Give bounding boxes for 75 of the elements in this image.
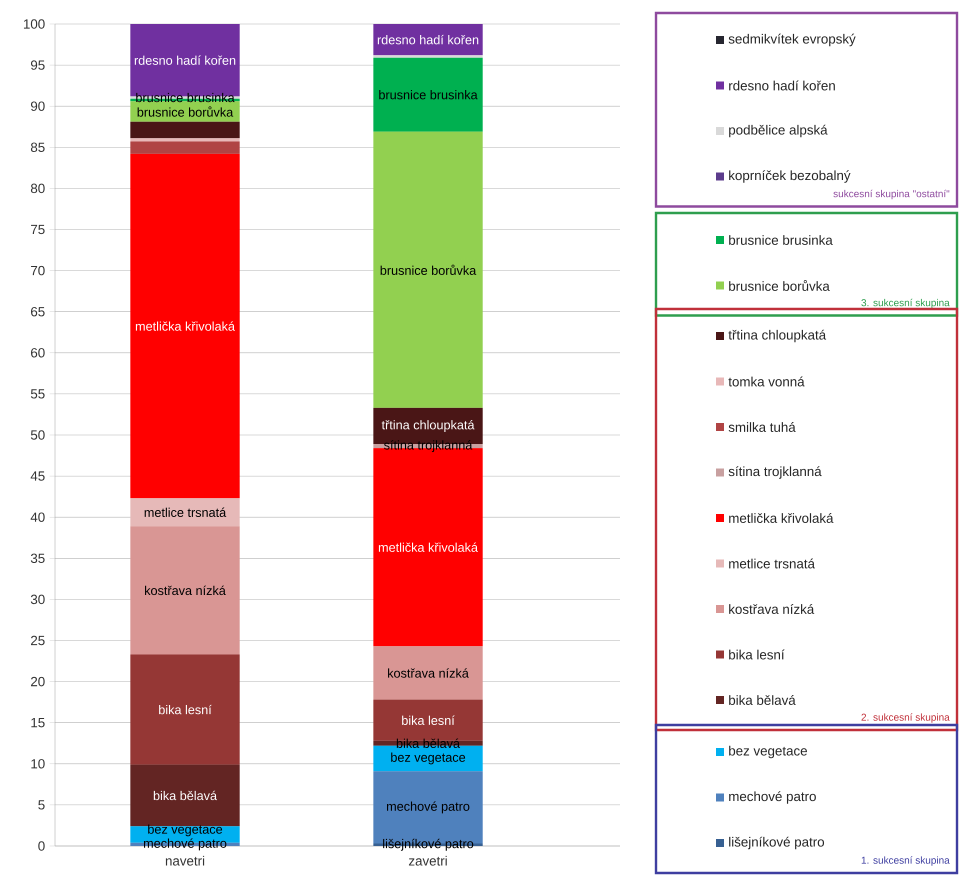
y-tick-label: 85: [30, 142, 45, 152]
data-label: metlička křivolaká: [136, 321, 235, 331]
data-label: rdesno hadí kořen: [378, 34, 478, 44]
y-tick-label: 5: [38, 800, 45, 810]
legend-label: tomka vonná: [728, 376, 805, 386]
data-label: kostřava nízká: [145, 586, 226, 596]
x-tick-label: zavetri: [408, 856, 447, 866]
legend-label: podbělice alpská: [729, 124, 828, 138]
y-tick-label: 50: [30, 430, 45, 440]
bar: [130, 154, 240, 498]
bar: [130, 764, 240, 826]
y-tick-label: 0: [38, 841, 45, 851]
data-label: brusnice borůvka: [380, 264, 476, 275]
data-label: bez vegetace: [391, 752, 466, 764]
y-tick-label: 60: [31, 348, 45, 358]
legend-label: metlička křivolaká: [729, 513, 834, 523]
legend-label: rdesno hadí kořen: [729, 80, 835, 90]
data-label: brusnice brusinka: [379, 90, 478, 100]
y-tick-label: 95: [30, 60, 45, 70]
legend-label: třtina chloupkatá: [728, 330, 826, 342]
data-label: mechové patro: [386, 801, 470, 814]
bar: [130, 498, 240, 526]
y-tick-label: 20: [31, 676, 45, 686]
legend-label: sedmikvítek evropský: [728, 34, 856, 46]
y-tick-label: 75: [31, 224, 45, 234]
legend-label: kostřava nízká: [729, 604, 814, 614]
data-label: třtina chloupkatá: [382, 420, 474, 432]
y-tick-label: 70: [31, 266, 45, 276]
legend-label: bez vegetace: [729, 746, 807, 758]
legend-label: bika bělavá: [729, 695, 796, 705]
y-tick-label: 10: [31, 759, 45, 769]
y-tick-label: 90: [30, 101, 45, 111]
legend-label: mechové patro: [729, 791, 816, 804]
data-label: metlice trsnatá: [144, 508, 226, 517]
data-label: bika lesní: [159, 704, 212, 714]
bar: [373, 132, 483, 408]
y-tick-label: 100: [24, 19, 45, 29]
data-label: bika lesní: [402, 716, 455, 725]
y-tick-label: 55: [30, 389, 45, 399]
legend-label: brusnice brusinka: [729, 235, 833, 245]
legend-label: metlice trsnatá: [729, 558, 815, 568]
y-tick-label: 35: [30, 554, 45, 564]
y-tick-label: 80: [30, 184, 45, 194]
y-tick-label: 15: [31, 718, 45, 728]
y-tick-label: 65: [31, 306, 45, 316]
bar: [130, 526, 240, 654]
data-label: metlička křivolaká: [378, 542, 478, 552]
bar: [373, 58, 483, 132]
bar: [130, 142, 240, 154]
bar: [130, 138, 240, 142]
x-tick-label: navetri: [166, 856, 204, 866]
legend-label: sítina trojklanná: [728, 466, 822, 479]
bar: [373, 24, 483, 56]
legend-label: brusnice borůvka: [729, 280, 830, 291]
data-label: brusnice borůvka: [138, 106, 234, 117]
data-label: bez vegetace: [148, 824, 222, 836]
y-tick-label: 25: [31, 636, 45, 646]
text: sukcesní skupina "ostatní": [833, 190, 950, 200]
bar: [373, 646, 483, 700]
y-tick-label: 40: [30, 512, 45, 522]
bar: [373, 55, 483, 58]
y-tick-label: 30: [30, 594, 45, 604]
legend-label: lišejníkové patro: [729, 836, 824, 850]
legend-label: bika lesní: [729, 650, 785, 660]
legend-label: smilka tuhá: [728, 422, 796, 432]
data-label: kostřava nízká: [388, 668, 469, 678]
bar: [130, 122, 240, 138]
bar: [130, 654, 240, 765]
text: 2. sukcesní skupina: [861, 713, 950, 723]
data-label: bika bělavá: [154, 790, 218, 800]
text: 3. sukcesní skupina: [861, 298, 950, 308]
data-label: rdesno hadí kořen: [134, 55, 236, 65]
y-tick-label: 45: [30, 471, 45, 481]
text: 1. sukcesní skupina: [862, 856, 950, 866]
legend-label: koprníček bezobalný: [729, 170, 851, 183]
